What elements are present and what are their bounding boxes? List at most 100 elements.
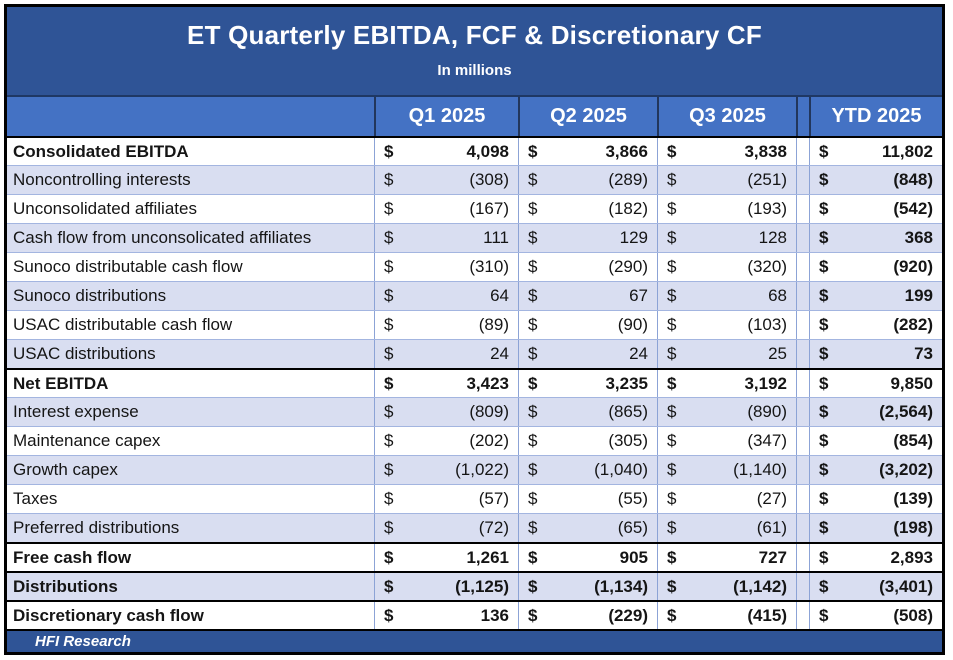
quarter-value-cell: $24 bbox=[518, 340, 657, 368]
column-header-ytd: YTD 2025 bbox=[809, 97, 942, 136]
quarter-value-cell: $ (182) bbox=[518, 195, 657, 223]
cell-value: (320) bbox=[747, 257, 787, 276]
currency-symbol: $ bbox=[528, 199, 538, 218]
quarter-value-cell: $ (251) bbox=[657, 166, 796, 194]
row-label: USAC distributable cash flow bbox=[13, 315, 233, 334]
cell-value: (865) bbox=[608, 402, 648, 421]
cell-value: (3,401) bbox=[879, 576, 933, 596]
currency-symbol: $ bbox=[384, 199, 394, 218]
spacer-cell bbox=[796, 224, 809, 252]
quarter-value-cell: $ (229) bbox=[518, 602, 657, 629]
quarter-value-cell: $ (1,142) bbox=[657, 573, 796, 600]
currency-symbol: $ bbox=[819, 402, 829, 421]
currency-symbol: $ bbox=[819, 518, 829, 537]
row-label: Noncontrolling interests bbox=[13, 170, 191, 189]
table-row: Noncontrolling interests $ (308) $ (289) $ (25… bbox=[7, 165, 942, 194]
quarter-value-cell: $ (90) bbox=[518, 311, 657, 339]
spacer-cell bbox=[796, 398, 809, 426]
cell-value: (61) bbox=[756, 518, 787, 537]
currency-symbol: $ bbox=[667, 547, 677, 567]
cell-value: (1,040) bbox=[594, 460, 648, 479]
ytd-value-cell: $9,850 bbox=[809, 370, 942, 397]
currency-symbol: $ bbox=[528, 489, 538, 508]
currency-symbol: $ bbox=[528, 460, 538, 479]
column-header-q1: Q1 2025 bbox=[374, 97, 518, 136]
currency-symbol: $ bbox=[819, 141, 829, 161]
currency-symbol: $ bbox=[667, 402, 677, 421]
table-row: Sunoco distributable cash flow $ (310) $ (29… bbox=[7, 252, 942, 281]
currency-symbol: $ bbox=[667, 141, 677, 161]
spacer-cell bbox=[796, 573, 809, 600]
quarter-value-cell: $25 bbox=[657, 340, 796, 368]
cell-value: 24 bbox=[490, 344, 509, 363]
table-row: Discretionary cash flow $136 $ (229) $ (415) $… bbox=[7, 600, 942, 629]
row-label: USAC distributions bbox=[13, 344, 156, 363]
row-label: Unconsolidated affiliates bbox=[13, 199, 197, 218]
currency-symbol: $ bbox=[528, 373, 538, 393]
row-label: Distributions bbox=[13, 576, 118, 596]
table-row: Consolidated EBITDA $4,098 $3,866 $3,838 $11… bbox=[7, 136, 942, 165]
quarter-value-cell: $ (308) bbox=[374, 166, 518, 194]
currency-symbol: $ bbox=[528, 228, 538, 247]
currency-symbol: $ bbox=[667, 315, 677, 334]
row-label: Maintenance capex bbox=[13, 431, 161, 450]
currency-symbol: $ bbox=[384, 286, 394, 305]
cell-value: (890) bbox=[747, 402, 787, 421]
quarter-value-cell: $136 bbox=[374, 602, 518, 629]
column-header-q3: Q3 2025 bbox=[657, 97, 796, 136]
table-row: Unconsolidated affiliates $ (167) $ (182) $ (1… bbox=[7, 194, 942, 223]
quarter-value-cell: $4,098 bbox=[374, 138, 518, 165]
currency-symbol: $ bbox=[384, 170, 394, 189]
cell-value: 3,192 bbox=[744, 373, 787, 393]
ytd-value-cell: $ (198) bbox=[809, 514, 942, 542]
currency-symbol: $ bbox=[384, 576, 394, 596]
quarter-value-cell: $111 bbox=[374, 224, 518, 252]
quarter-value-cell: $24 bbox=[374, 340, 518, 368]
cell-value: (310) bbox=[469, 257, 509, 276]
currency-symbol: $ bbox=[528, 141, 538, 161]
currency-symbol: $ bbox=[528, 518, 538, 537]
cell-value: (167) bbox=[469, 199, 509, 218]
currency-symbol: $ bbox=[819, 315, 829, 334]
cell-value: (3,202) bbox=[879, 460, 933, 479]
row-label: Growth capex bbox=[13, 460, 118, 479]
currency-symbol: $ bbox=[819, 199, 829, 218]
table-subtitle: In millions bbox=[437, 62, 512, 79]
quarter-value-cell: $ (305) bbox=[518, 427, 657, 455]
currency-symbol: $ bbox=[384, 141, 394, 161]
currency-symbol: $ bbox=[819, 605, 829, 625]
currency-symbol: $ bbox=[819, 257, 829, 276]
cell-value: 64 bbox=[490, 286, 509, 305]
quarter-value-cell: $ (890) bbox=[657, 398, 796, 426]
ytd-value-cell: $2,893 bbox=[809, 544, 942, 571]
currency-symbol: $ bbox=[667, 257, 677, 276]
table-row: Cash flow from unconsolicated affiliates… bbox=[7, 223, 942, 252]
currency-symbol: $ bbox=[384, 228, 394, 247]
spacer-cell bbox=[796, 427, 809, 455]
ytd-value-cell: $ (920) bbox=[809, 253, 942, 281]
row-label: Taxes bbox=[13, 489, 58, 508]
ytd-value-cell: $ (139) bbox=[809, 485, 942, 513]
cell-value: (1,125) bbox=[455, 576, 509, 596]
quarter-value-cell: $727 bbox=[657, 544, 796, 571]
financial-table: ET Quarterly EBITDA, FCF & Discretionary… bbox=[4, 4, 945, 655]
cell-value: (90) bbox=[617, 315, 648, 334]
currency-symbol: $ bbox=[819, 344, 829, 363]
cell-value: (282) bbox=[893, 315, 933, 334]
cell-value: 24 bbox=[629, 344, 648, 363]
quarter-value-cell: $ (65) bbox=[518, 514, 657, 542]
currency-symbol: $ bbox=[667, 286, 677, 305]
cell-value: 2,893 bbox=[890, 547, 933, 567]
cell-value: 68 bbox=[768, 286, 787, 305]
ytd-value-cell: $ (542) bbox=[809, 195, 942, 223]
currency-symbol: $ bbox=[384, 315, 394, 334]
cell-value: (65) bbox=[617, 518, 648, 537]
quarter-value-cell: $68 bbox=[657, 282, 796, 310]
currency-symbol: $ bbox=[819, 228, 829, 247]
quarter-value-cell: $ (1,040) bbox=[518, 456, 657, 484]
cell-value: (415) bbox=[747, 605, 787, 625]
currency-symbol: $ bbox=[667, 518, 677, 537]
quarter-value-cell: $ (290) bbox=[518, 253, 657, 281]
column-header-q2: Q2 2025 bbox=[518, 97, 657, 136]
